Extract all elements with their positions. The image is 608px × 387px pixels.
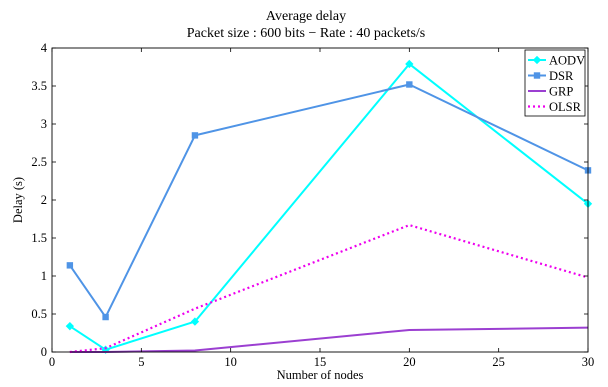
data-point-dsr [66, 262, 74, 269]
series-line-olsr [69, 223, 589, 354]
series-dsr [66, 81, 592, 321]
y-tick-label: 1.5 [31, 231, 47, 245]
y-tick-label: 3 [41, 117, 47, 131]
series-aodv [65, 59, 593, 354]
data-point-aodv [190, 317, 200, 326]
y-tick-label: 0.5 [31, 307, 47, 321]
data-point-aodv [65, 321, 75, 331]
y-tick-label: 4 [41, 41, 48, 55]
x-tick-label: 10 [224, 355, 237, 369]
plot-marks [65, 59, 593, 354]
y-tick-label: 1 [41, 269, 47, 283]
y-tick-label: 2 [41, 193, 47, 207]
y-axis-label: Delay (s) [11, 177, 25, 223]
x-tick-label: 20 [403, 355, 416, 369]
data-point-dsr [406, 81, 413, 88]
y-tick-label: 3.5 [31, 79, 47, 93]
series-olsr [69, 223, 589, 354]
data-point-dsr [191, 132, 199, 139]
legend-marker-dsr [533, 72, 541, 79]
chart-title: Average delay [266, 9, 346, 24]
series-grp [69, 326, 589, 353]
x-tick-label: 5 [138, 355, 144, 369]
series-line-dsr [69, 83, 589, 319]
data-point-aodv [405, 59, 414, 69]
data-point-aodv [101, 345, 110, 354]
legend-marker-aodv [532, 55, 542, 65]
y-tick-label: 0 [41, 345, 47, 359]
x-tick-label: 25 [492, 355, 505, 369]
data-point-dsr [102, 313, 109, 321]
chart-subtitle: Packet size : 600 bits − Rate : 40 packe… [187, 26, 425, 41]
x-tick-label: 0 [49, 355, 55, 369]
x-tick-label: 30 [582, 355, 595, 369]
y-tick-label: 2.5 [31, 155, 47, 169]
plot-area-frame [51, 47, 589, 353]
series-line-aodv [69, 62, 589, 351]
legend-label-olsr: OLSR [549, 100, 582, 114]
x-axis-label: Number of nodes [277, 368, 364, 382]
legend-label-aodv: AODV [549, 54, 585, 68]
x-tick-label: 15 [314, 355, 327, 369]
series-line-grp [69, 326, 589, 353]
legend-label-dsr: DSR [549, 69, 574, 83]
axis-ticks: 0 5 10 15 20 25 30 0 0.5 1 1.5 2 2.5 3 3.5 4 [31, 41, 594, 369]
legend-label-grp: GRP [549, 85, 573, 99]
